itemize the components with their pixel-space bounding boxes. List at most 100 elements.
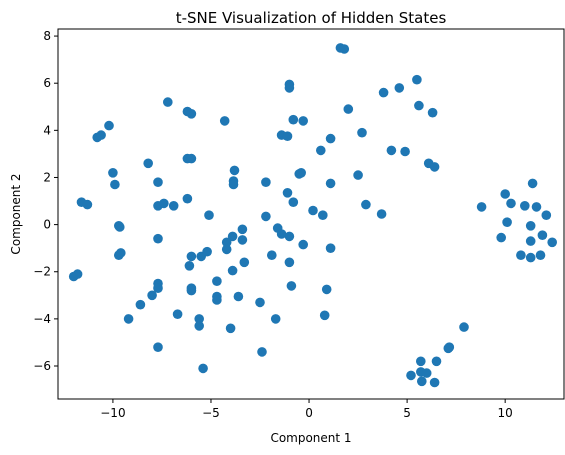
data-point-12: [116, 248, 126, 258]
data-point-5: [96, 130, 106, 140]
data-point-69: [284, 83, 295, 93]
data-point-17: [153, 177, 163, 187]
data-point-10: [115, 222, 125, 232]
data-point-55: [237, 224, 248, 235]
data-point-92: [357, 127, 367, 138]
data-point-26: [172, 309, 183, 320]
y-tick-label: −6: [33, 359, 51, 373]
data-point-81: [316, 145, 326, 156]
data-point-21: [153, 283, 163, 294]
x-tick-label: 5: [403, 406, 411, 420]
data-point-16: [147, 290, 157, 301]
data-point-70: [282, 188, 293, 198]
data-point-40: [202, 246, 212, 257]
data-point-59: [257, 347, 267, 357]
data-point-89: [339, 44, 350, 54]
data-point-42: [212, 276, 222, 287]
data-point-122: [525, 236, 536, 246]
data-point-37: [194, 321, 204, 331]
data-point-53: [227, 231, 238, 242]
data-point-73: [286, 281, 297, 291]
data-point-61: [261, 211, 271, 222]
data-point-86: [325, 178, 336, 189]
data-point-126: [535, 250, 546, 260]
data-point-118: [506, 198, 516, 209]
data-point-52: [227, 265, 238, 276]
data-point-57: [239, 257, 250, 268]
x-tick-label: 10: [498, 406, 513, 420]
data-point-116: [500, 189, 511, 199]
data-point-25: [168, 201, 179, 211]
data-point-94: [376, 209, 387, 219]
data-point-120: [520, 201, 530, 211]
data-point-82: [318, 210, 328, 220]
data-point-119: [516, 250, 526, 260]
y-tick-label: 8: [43, 29, 51, 43]
data-point-30: [186, 153, 197, 164]
data-point-1: [72, 269, 83, 279]
y-tick-label: −2: [33, 265, 51, 279]
data-point-56: [237, 235, 248, 245]
data-point-44: [212, 295, 222, 305]
data-point-84: [321, 284, 332, 295]
data-point-23: [159, 198, 169, 209]
data-point-113: [459, 322, 469, 332]
data-point-8: [110, 179, 120, 190]
data-point-3: [82, 199, 93, 210]
x-tick-label: −10: [100, 406, 125, 420]
data-point-121: [525, 252, 536, 263]
plot-area-frame: [57, 28, 565, 400]
data-point-39: [198, 363, 208, 374]
data-point-123: [525, 221, 536, 231]
y-tick-label: 4: [43, 123, 51, 137]
data-point-24: [163, 97, 173, 107]
data-point-6: [104, 120, 114, 131]
data-point-83: [319, 310, 330, 321]
data-point-32: [186, 251, 197, 262]
data-point-80: [308, 205, 318, 216]
data-point-35: [186, 285, 197, 296]
data-point-99: [406, 370, 416, 381]
data-point-128: [541, 210, 552, 220]
data-point-54: [233, 291, 244, 302]
data-point-98: [400, 146, 410, 157]
data-point-110: [431, 356, 442, 367]
data-point-60: [261, 177, 271, 187]
data-point-124: [527, 178, 538, 189]
data-point-109: [429, 377, 440, 388]
data-point-93: [361, 199, 371, 210]
data-point-96: [386, 145, 397, 156]
data-point-75: [288, 197, 299, 207]
data-point-28: [186, 109, 197, 119]
data-point-14: [135, 299, 146, 310]
data-point-15: [143, 158, 153, 169]
data-point-74: [288, 114, 299, 125]
data-point-49: [229, 165, 240, 176]
data-point-85: [325, 133, 336, 144]
data-point-67: [282, 131, 293, 141]
data-point-36: [194, 314, 204, 324]
y-axis-label: Component 2: [9, 173, 23, 254]
data-point-90: [343, 104, 354, 114]
data-point-105: [421, 368, 432, 378]
data-point-129: [547, 237, 557, 248]
points-layer: [68, 43, 557, 388]
data-point-71: [284, 231, 295, 242]
x-tick-label: 0: [305, 406, 313, 420]
data-point-104: [417, 376, 427, 387]
data-point-46: [221, 237, 232, 248]
data-point-108: [429, 162, 440, 172]
data-point-72: [284, 257, 295, 268]
y-tick-label: 2: [43, 170, 51, 184]
data-point-78: [298, 116, 309, 126]
data-point-51: [228, 179, 239, 190]
data-point-95: [378, 87, 389, 98]
data-point-112: [444, 342, 455, 353]
data-point-41: [204, 210, 214, 220]
data-point-48: [225, 323, 236, 334]
y-tick-label: 0: [43, 218, 51, 232]
x-axis-label: Component 1: [270, 431, 351, 445]
chart-title: t-SNE Visualization of Hidden States: [176, 9, 447, 27]
